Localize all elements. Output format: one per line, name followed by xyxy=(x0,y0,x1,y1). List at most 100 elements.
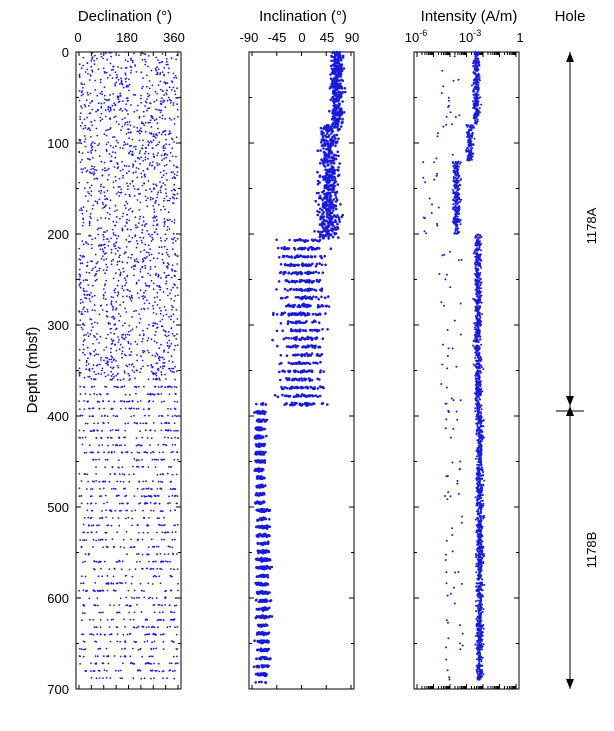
declination-point xyxy=(133,110,136,113)
declination-point xyxy=(82,64,84,67)
declination-point xyxy=(98,342,100,344)
declination-point xyxy=(83,473,86,475)
declination-point xyxy=(165,422,168,425)
declination-point xyxy=(88,192,91,195)
declination-point xyxy=(162,367,164,370)
declination-point xyxy=(93,626,96,628)
declination-point xyxy=(78,400,80,403)
declination-point xyxy=(105,310,108,313)
declination-point xyxy=(85,451,88,454)
declination-point xyxy=(146,364,149,367)
declination-point xyxy=(130,546,133,549)
inclination-point xyxy=(297,328,301,332)
declination-point xyxy=(164,429,167,432)
declination-point xyxy=(104,283,107,285)
declination-point xyxy=(143,596,146,599)
declination-point xyxy=(173,76,176,79)
declination-point xyxy=(168,466,170,468)
declination-point xyxy=(160,239,163,242)
inclination-point xyxy=(284,263,287,267)
declination-point xyxy=(154,90,157,93)
declination-point xyxy=(96,333,98,335)
inclination-point xyxy=(307,289,311,292)
declination-point xyxy=(167,211,170,214)
inclination-point xyxy=(319,369,323,372)
inclination-point xyxy=(322,164,326,167)
declination-point xyxy=(164,233,167,236)
inclination-point xyxy=(312,271,315,274)
inclination-point xyxy=(331,167,335,170)
declination-point xyxy=(165,251,168,254)
declination-point xyxy=(86,62,89,64)
declination-point xyxy=(91,69,94,72)
declination-point xyxy=(98,407,101,410)
inclination-point xyxy=(288,238,291,242)
declination-point xyxy=(145,480,147,483)
declination-point xyxy=(127,185,129,188)
declination-point xyxy=(116,163,119,166)
declination-point xyxy=(127,60,129,63)
declination-point xyxy=(173,400,176,403)
declination-point xyxy=(98,190,100,193)
declination-point xyxy=(162,677,164,679)
declination-point xyxy=(117,246,120,249)
declination-point xyxy=(151,236,154,239)
declination-point xyxy=(166,267,169,269)
declination-point xyxy=(158,163,161,166)
inclination-point xyxy=(314,199,318,203)
declination-point xyxy=(147,152,150,155)
declination-point xyxy=(166,265,169,267)
declination-point xyxy=(100,436,102,439)
declination-point xyxy=(165,163,168,166)
declination-point xyxy=(153,560,155,563)
declination-point xyxy=(100,189,103,192)
declination-point xyxy=(93,119,96,122)
declination-point xyxy=(91,56,94,59)
declination-point xyxy=(94,590,96,593)
declination-point xyxy=(79,371,82,374)
declination-point xyxy=(127,342,130,345)
declination-point xyxy=(126,509,128,512)
declination-point xyxy=(142,295,145,297)
declination-point xyxy=(90,662,92,665)
inclination-point xyxy=(255,492,258,496)
declination-point xyxy=(93,370,96,373)
declination-point xyxy=(138,218,141,220)
declination-point xyxy=(174,494,177,497)
declination-point xyxy=(120,451,123,454)
inclination-point xyxy=(296,362,299,365)
declination-point xyxy=(166,99,169,102)
declination-point xyxy=(111,429,114,431)
declination-point xyxy=(164,118,167,120)
declination-point xyxy=(108,240,110,243)
declination-point xyxy=(155,545,158,548)
declination-point xyxy=(162,205,165,208)
declination-point xyxy=(167,133,170,136)
inclination-point xyxy=(327,188,330,192)
dec-tick-label-180: 180 xyxy=(116,30,138,45)
inclination-point xyxy=(312,344,315,348)
declination-point xyxy=(156,71,159,74)
declination-point xyxy=(134,377,137,380)
declination-point xyxy=(103,633,106,636)
inclination-point xyxy=(326,142,329,145)
declination-point xyxy=(80,582,82,585)
declination-point xyxy=(113,375,115,378)
declination-point xyxy=(141,567,143,570)
declination-point xyxy=(143,225,146,228)
declination-point xyxy=(152,238,154,241)
inclination-point xyxy=(282,387,285,391)
declination-point xyxy=(128,354,131,356)
declination-point xyxy=(139,289,142,292)
declination-point xyxy=(136,130,139,133)
declination-point xyxy=(133,421,136,424)
declination-point xyxy=(114,272,117,275)
declination-point xyxy=(96,655,99,658)
declination-point xyxy=(116,378,119,381)
declination-point xyxy=(142,349,144,352)
declination-point xyxy=(138,385,140,388)
inclination-point xyxy=(287,336,290,340)
declination-point xyxy=(155,352,158,355)
declination-point xyxy=(154,502,157,505)
declination-point xyxy=(149,248,152,251)
